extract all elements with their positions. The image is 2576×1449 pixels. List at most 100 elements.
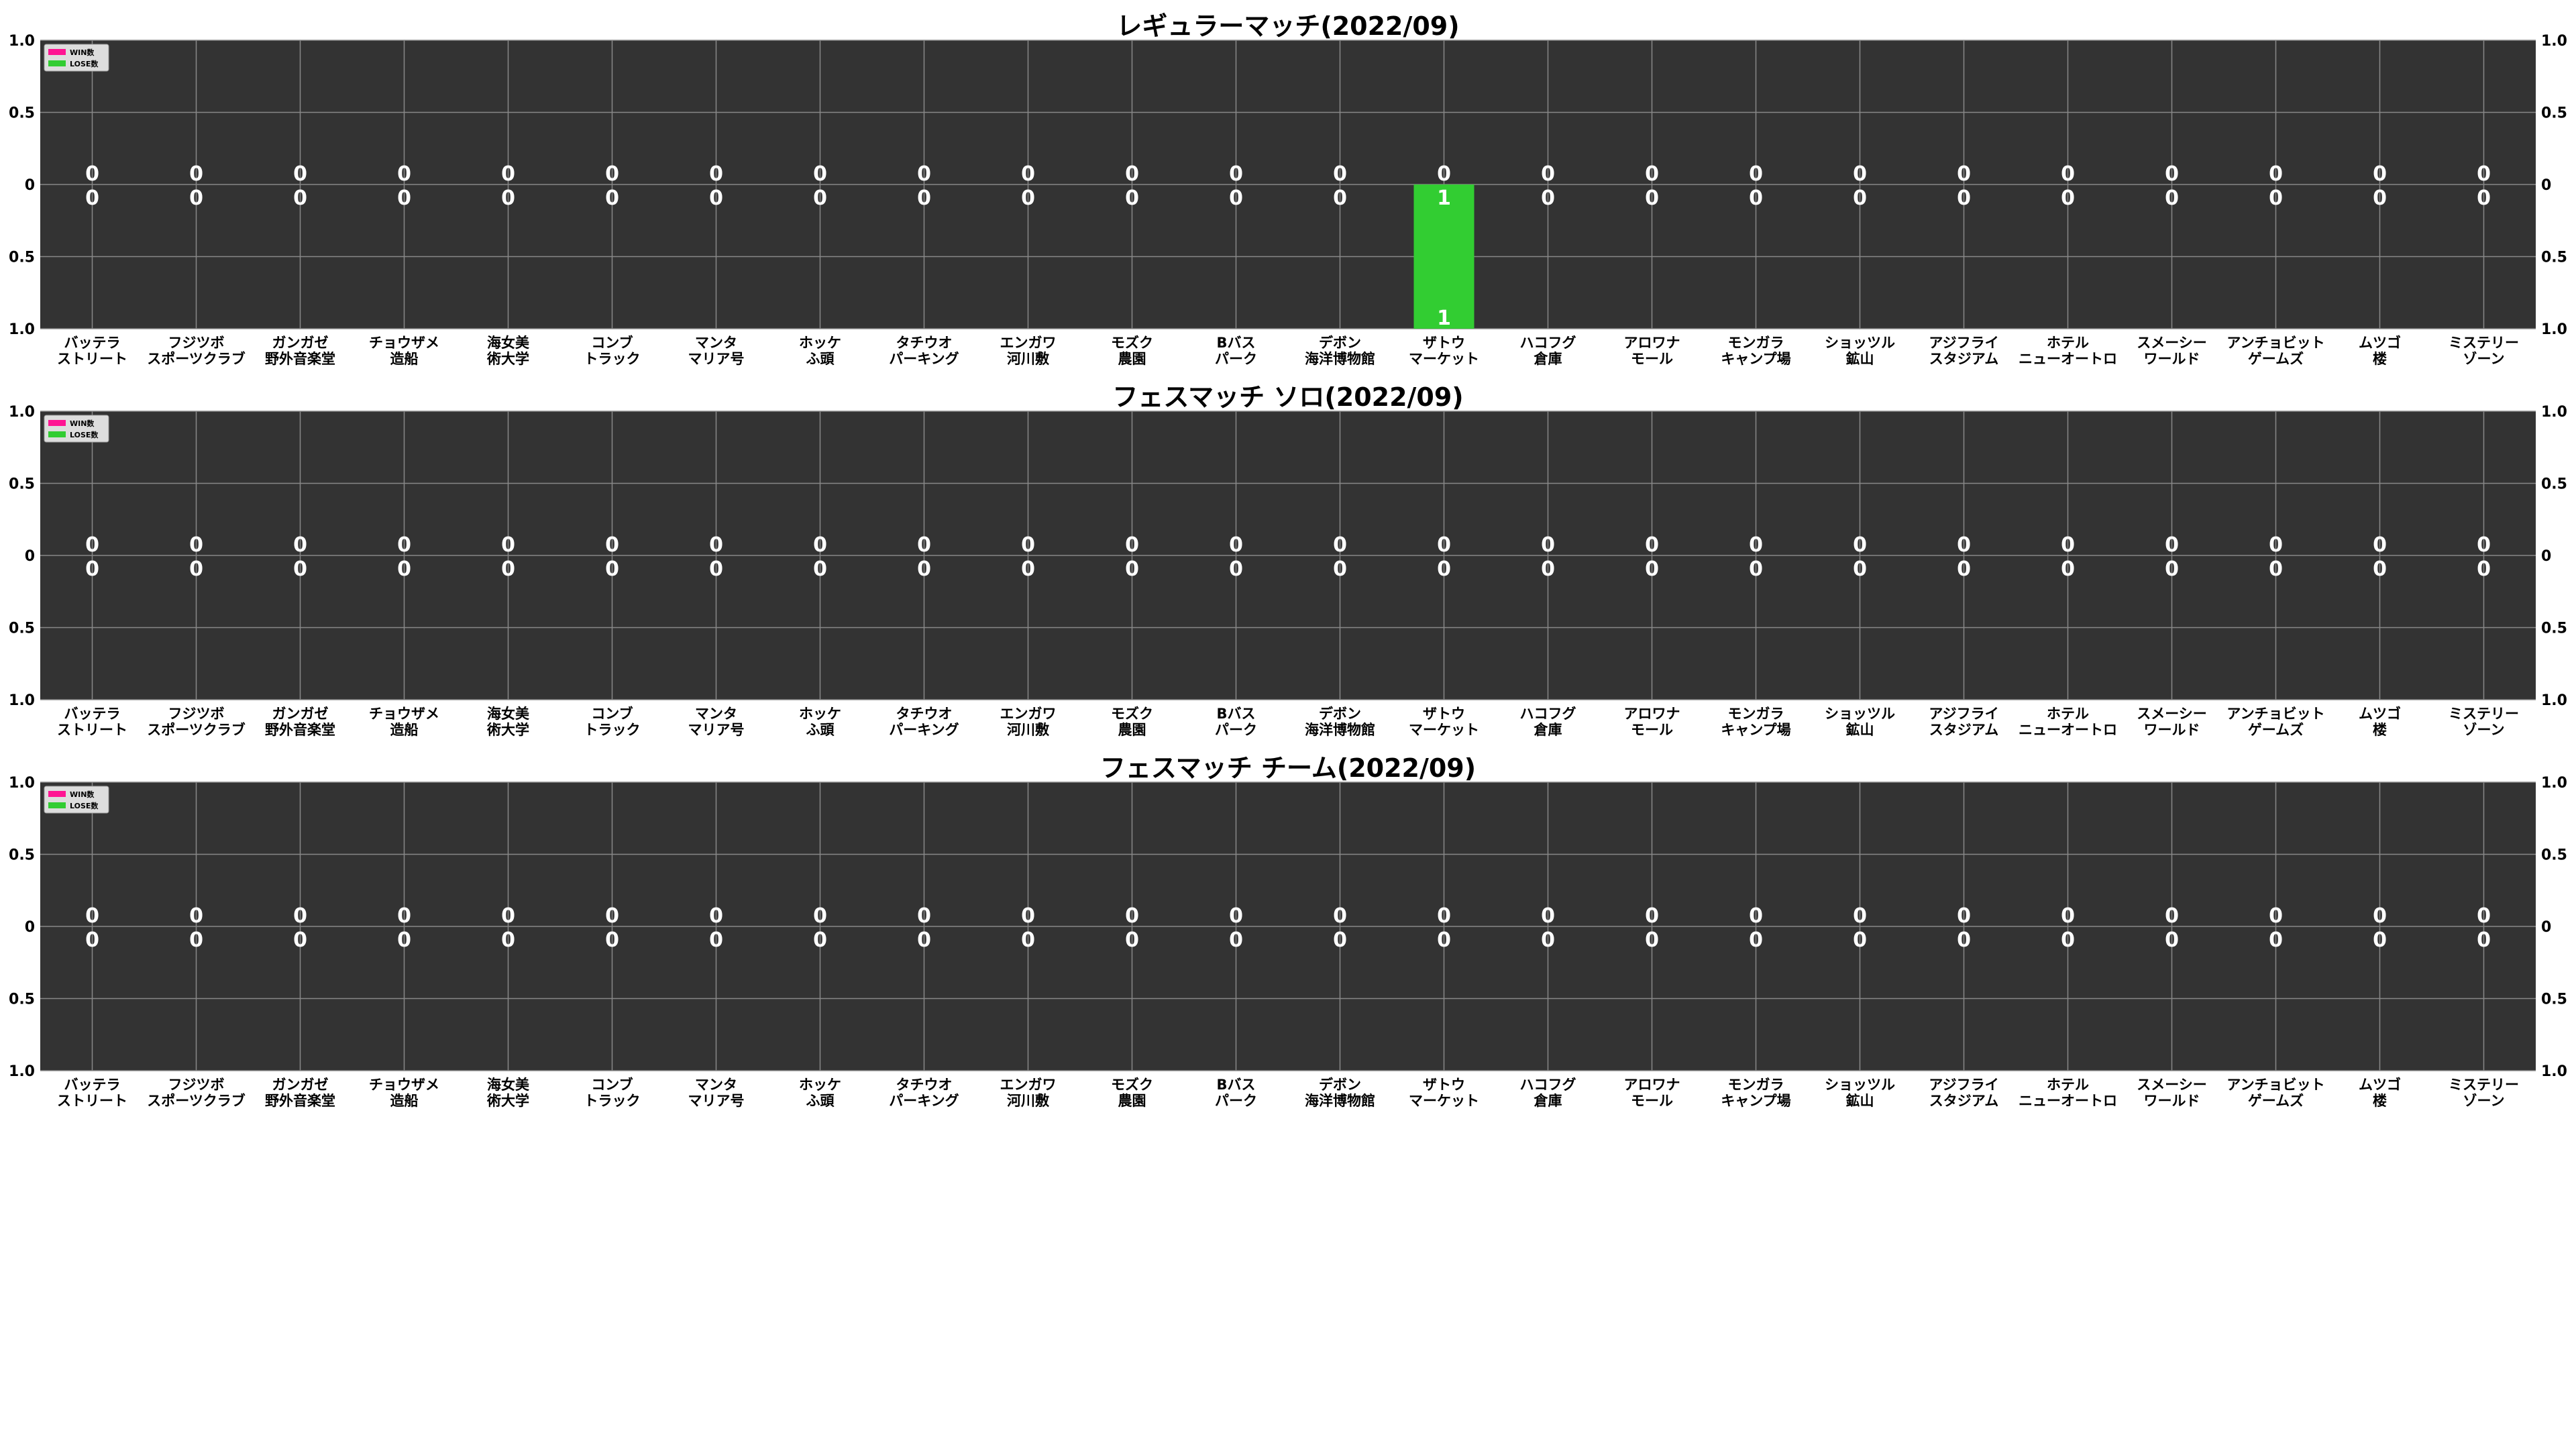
data-label-win: 0 [605,533,619,557]
x-tick-label-line2: ゲームズ [2248,1093,2304,1109]
data-label-win: 0 [85,533,99,557]
legend-swatch-win [48,791,66,797]
data-label-win: 0 [2477,904,2491,928]
x-tick-label-line1: チョウザメ [369,1077,439,1093]
data-label-lose: 0 [1541,186,1555,210]
x-tick-label-line2: 河川敷 [1007,351,1050,367]
x-tick-label-line1: アンチョビット [2226,1077,2324,1093]
x-tick-label-line1: フジツボ [168,706,225,722]
chart-panel-1: 1.0 1.00.5 0.50 00.5 0.51.0 1.000000000000000… [9,382,2567,738]
data-label-lose: 0 [501,928,515,952]
x-tick-label-line2: キャンプ場 [1721,722,1790,738]
x-tick-label-line2: 倉庫 [1534,1093,1562,1109]
x-tick-label-line1: ホッケ [799,1077,841,1093]
y-tick-label-left: 0.5 [9,991,35,1008]
x-tick-label-line1: 海女美 [487,1077,529,1093]
data-label-lose: 0 [1021,928,1035,952]
x-tick-label-line2: ふ頭 [806,722,835,738]
chart-title: フェスマッチ ソロ(2022/09) [1112,382,1463,412]
x-tick-label-line2: ニューオートロ [2019,1093,2117,1109]
data-label-win: 0 [1645,162,1659,186]
x-tick-label-line2: 造船 [390,1093,419,1109]
x-tick-label-line1: エンガワ [1000,1077,1057,1093]
y-tick-label-left: 1.0 [9,404,35,421]
y-tick-label-right: 0 [2541,548,2551,565]
legend-label-lose: LOSE数 [70,430,99,439]
data-label-win: 0 [1021,533,1035,557]
x-tick-label-line1: ミステリー [2449,1077,2519,1093]
data-label-lose: 0 [1957,557,1971,581]
x-tick-label-line2: パーキング [889,1093,959,1109]
data-label-win: 0 [189,162,203,186]
x-tick-label-line1: フジツボ [168,1077,225,1093]
chart-title: フェスマッチ チーム(2022/09) [1100,753,1476,783]
data-label-lose: 0 [813,186,827,210]
data-label-win: 0 [1645,904,1659,928]
data-label-lose: 0 [1229,928,1243,952]
data-label-lose: 0 [1645,557,1659,581]
y-tick-label-left: 0.5 [9,250,35,266]
x-tick-label-line2: 野外音楽堂 [265,351,335,367]
x-tick-label-line2: ゲームズ [2248,722,2304,738]
x-tick-label-line2: ワールド [2144,351,2200,367]
x-tick-label-line2: スタジアム [1929,1093,1999,1109]
x-tick-label-line2: 鉱山 [1846,1093,1874,1109]
data-label-lose-end: 1 [1437,307,1451,330]
data-label-lose: 0 [1333,928,1347,952]
x-tick-label-line1: ホッケ [799,706,841,722]
data-label-lose: 0 [189,928,203,952]
data-label-lose: 0 [501,557,515,581]
data-label-lose: 0 [813,557,827,581]
data-label-win: 0 [1333,904,1347,928]
x-tick-label-line2: 鉱山 [1846,351,1874,367]
x-tick-label-line1: ザトウ [1423,706,1465,722]
y-tick-label-left: 0.5 [9,621,35,637]
data-label-win: 0 [1541,162,1555,186]
x-tick-label-line1: ガンガゼ [272,1077,329,1093]
data-label-lose: 0 [2269,928,2283,952]
data-label-lose: 0 [813,928,827,952]
y-tick-label-right: 0.5 [2541,250,2567,266]
x-tick-label-line1: ガンガゼ [272,706,329,722]
x-tick-label-line1: モズク [1111,706,1153,722]
x-tick-label-line1: スメーシー [2137,1077,2207,1093]
data-label-win: 0 [397,904,411,928]
data-label-lose: 0 [1541,557,1555,581]
data-label-lose: 0 [2373,557,2387,581]
x-tick-label-line1: アジフライ [1929,1077,1998,1093]
data-label-win: 0 [917,162,931,186]
x-tick-label-line2: 野外音楽堂 [265,722,335,738]
legend-swatch-lose [48,431,66,437]
data-label-lose: 0 [2373,186,2387,210]
data-label-win: 0 [293,533,307,557]
data-label-lose: 0 [1437,557,1451,581]
x-tick-label-line2: 術大学 [486,351,529,367]
y-tick-label-right: 0.5 [2541,621,2567,637]
data-label-win: 0 [1645,533,1659,557]
legend-label-win: WIN数 [70,419,95,428]
x-tick-label-line2: ワールド [2144,1093,2200,1109]
x-tick-label-line2: 楼 [2373,351,2387,367]
x-tick-label-line2: スタジアム [1929,722,1999,738]
legend-label-lose: LOSE数 [70,59,99,68]
x-tick-label-line2: ストリート [57,351,127,367]
data-label-win: 0 [189,904,203,928]
x-tick-label-line1: エンガワ [1000,706,1057,722]
data-label-lose: 0 [1749,928,1763,952]
data-label-lose: 1 [1437,186,1451,210]
x-tick-label-line1: モズク [1111,1077,1153,1093]
data-label-win: 0 [1957,904,1971,928]
data-label-lose: 0 [2061,186,2075,210]
x-tick-label-line1: 海女美 [487,706,529,722]
data-label-win: 0 [1957,162,1971,186]
data-label-win: 0 [1853,533,1867,557]
data-label-lose: 0 [1853,928,1867,952]
data-label-lose: 0 [2269,557,2283,581]
data-label-lose: 0 [293,557,307,581]
data-label-win: 0 [605,904,619,928]
x-tick-label-line1: コンブ [591,706,633,722]
x-tick-label-line1: ハコフグ [1520,335,1576,351]
data-label-lose: 0 [1645,928,1659,952]
x-tick-label-line1: チョウザメ [369,706,439,722]
data-label-win: 0 [2373,533,2387,557]
